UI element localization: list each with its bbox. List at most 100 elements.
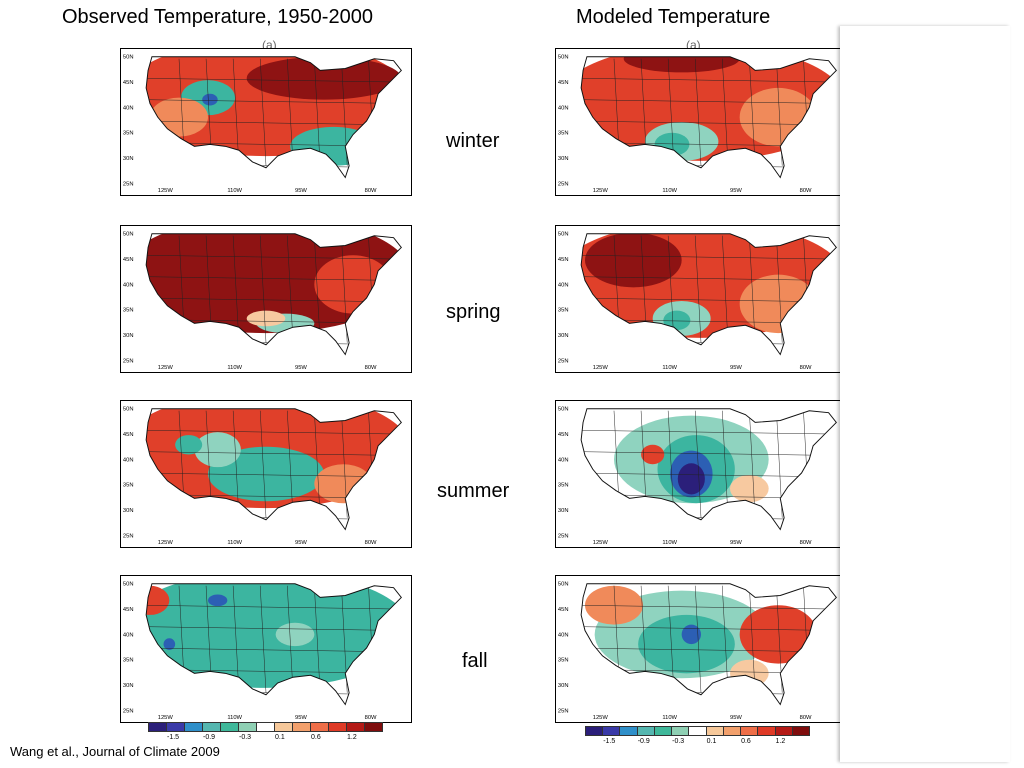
- lat-tick-label: 45N: [123, 80, 134, 86]
- lon-tick-label: 110W: [662, 365, 677, 371]
- anomaly-region: [150, 97, 208, 137]
- lat-tick-label: 45N: [558, 257, 569, 263]
- lat-tick-label: 50N: [123, 407, 134, 413]
- state-boundary: [232, 410, 240, 518]
- state-boundary: [314, 410, 321, 518]
- state-boundary: [749, 410, 756, 518]
- lat-tick-label: 45N: [123, 432, 134, 438]
- lon-tick-label: 125W: [158, 365, 174, 371]
- anomaly-region: [208, 446, 324, 502]
- title-observed: Observed Temperature, 1950-2000: [62, 6, 373, 28]
- state-boundary: [581, 647, 837, 653]
- state-boundary: [146, 276, 402, 281]
- lat-tick-label: 40N: [558, 457, 569, 463]
- anomaly-region: [730, 474, 769, 503]
- season-label-fall: fall: [462, 650, 488, 672]
- us-outline: [580, 233, 837, 356]
- state-boundary: [667, 585, 675, 693]
- colorbar-cell: [328, 722, 347, 732]
- lon-tick-label: 80W: [365, 365, 377, 371]
- lat-tick-label: 40N: [123, 105, 134, 111]
- anomaly-region: [163, 638, 176, 650]
- anomaly-region: [681, 624, 701, 645]
- anomaly-region: [739, 274, 817, 334]
- anomaly-region: [585, 233, 682, 288]
- lat-tick-label: 45N: [123, 257, 134, 263]
- colorbar-label: 1.2: [775, 738, 786, 745]
- lat-tick-label: 30N: [558, 333, 569, 339]
- lon-tick-label: 110W: [227, 540, 242, 546]
- lat-tick-label: 45N: [558, 80, 569, 86]
- lat-tick-label: 25N: [123, 708, 134, 714]
- anomaly-region: [314, 255, 392, 314]
- anomaly-region: [146, 585, 170, 615]
- anomaly-region: [175, 435, 203, 455]
- lon-tick-label: 110W: [227, 188, 242, 194]
- lat-tick-label: 30N: [123, 333, 134, 339]
- lon-tick-label: 95W: [295, 715, 307, 721]
- lat-tick-label: 35N: [123, 131, 134, 137]
- map-observed-winter: 50N 45N 40N 35N 30N 25N 125W 110W 95W 80W: [120, 48, 412, 196]
- state-boundary: [722, 58, 729, 166]
- lat-tick-label: 50N: [123, 232, 134, 238]
- state-boundary: [581, 604, 837, 610]
- lon-tick-label: 80W: [800, 365, 812, 371]
- lon-tick-label: 110W: [662, 715, 677, 721]
- lat-tick-label: 40N: [558, 282, 569, 288]
- lat-tick-label: 50N: [558, 582, 569, 588]
- colorbar-cell: [791, 726, 810, 736]
- lon-tick-label: 125W: [158, 540, 174, 546]
- state-boundary: [581, 254, 837, 260]
- colorbar-label: 0.6: [311, 734, 321, 741]
- state-boundary: [581, 276, 837, 281]
- state-boundary: [581, 690, 837, 695]
- colorbar-cell: [238, 722, 257, 732]
- lat-tick-label: 40N: [123, 282, 134, 288]
- state-boundary: [667, 235, 675, 343]
- anomaly-region: [146, 583, 402, 688]
- state-boundary: [722, 410, 729, 518]
- lat-tick-label: 30N: [558, 683, 569, 689]
- lon-tick-label: 125W: [593, 365, 609, 371]
- us-outline: [145, 408, 402, 531]
- season-label-spring: spring: [446, 301, 501, 323]
- anomaly-region: [623, 56, 740, 73]
- state-boundary: [146, 120, 402, 126]
- colorbar-cell: [202, 722, 221, 732]
- us-outline: [145, 56, 402, 179]
- lon-tick-label: 95W: [730, 715, 742, 721]
- colorbar-cell: [619, 726, 638, 736]
- state-boundary: [146, 626, 402, 631]
- lon-tick-label: 95W: [295, 365, 307, 371]
- season-label-winter: winter: [446, 130, 500, 152]
- lat-tick-label: 30N: [123, 683, 134, 689]
- colorbar-cell: [602, 726, 621, 736]
- colorbar-cell: [705, 726, 724, 736]
- lon-tick-label: 125W: [593, 188, 609, 194]
- state-boundary: [667, 58, 675, 166]
- colorbar-label: -1.5: [167, 734, 180, 741]
- colorbar-cell: [671, 726, 690, 736]
- state-boundary: [581, 472, 837, 478]
- state-boundary: [146, 515, 402, 520]
- citation: Wang et al., Journal of Climate 2009: [10, 744, 220, 759]
- lon-tick-label: 95W: [295, 540, 307, 546]
- colorbar-label: 1.2: [347, 734, 357, 741]
- lat-tick-label: 50N: [123, 582, 134, 588]
- anomaly-region: [208, 594, 228, 607]
- lat-tick-label: 25N: [123, 181, 134, 187]
- lon-tick-label: 80W: [365, 188, 377, 194]
- lon-tick-label: 125W: [593, 715, 609, 721]
- anomaly-region: [194, 432, 241, 468]
- state-boundary: [287, 585, 294, 693]
- anomaly-region: [275, 622, 315, 647]
- state-boundary: [694, 235, 702, 343]
- lat-tick-label: 25N: [123, 358, 134, 364]
- state-boundary: [146, 99, 402, 104]
- lon-tick-label: 95W: [730, 540, 742, 546]
- lat-tick-label: 50N: [123, 55, 134, 61]
- lat-tick-label: 35N: [123, 658, 134, 664]
- lon-tick-label: 110W: [662, 540, 677, 546]
- state-boundary: [146, 690, 402, 695]
- lat-tick-label: 25N: [558, 708, 569, 714]
